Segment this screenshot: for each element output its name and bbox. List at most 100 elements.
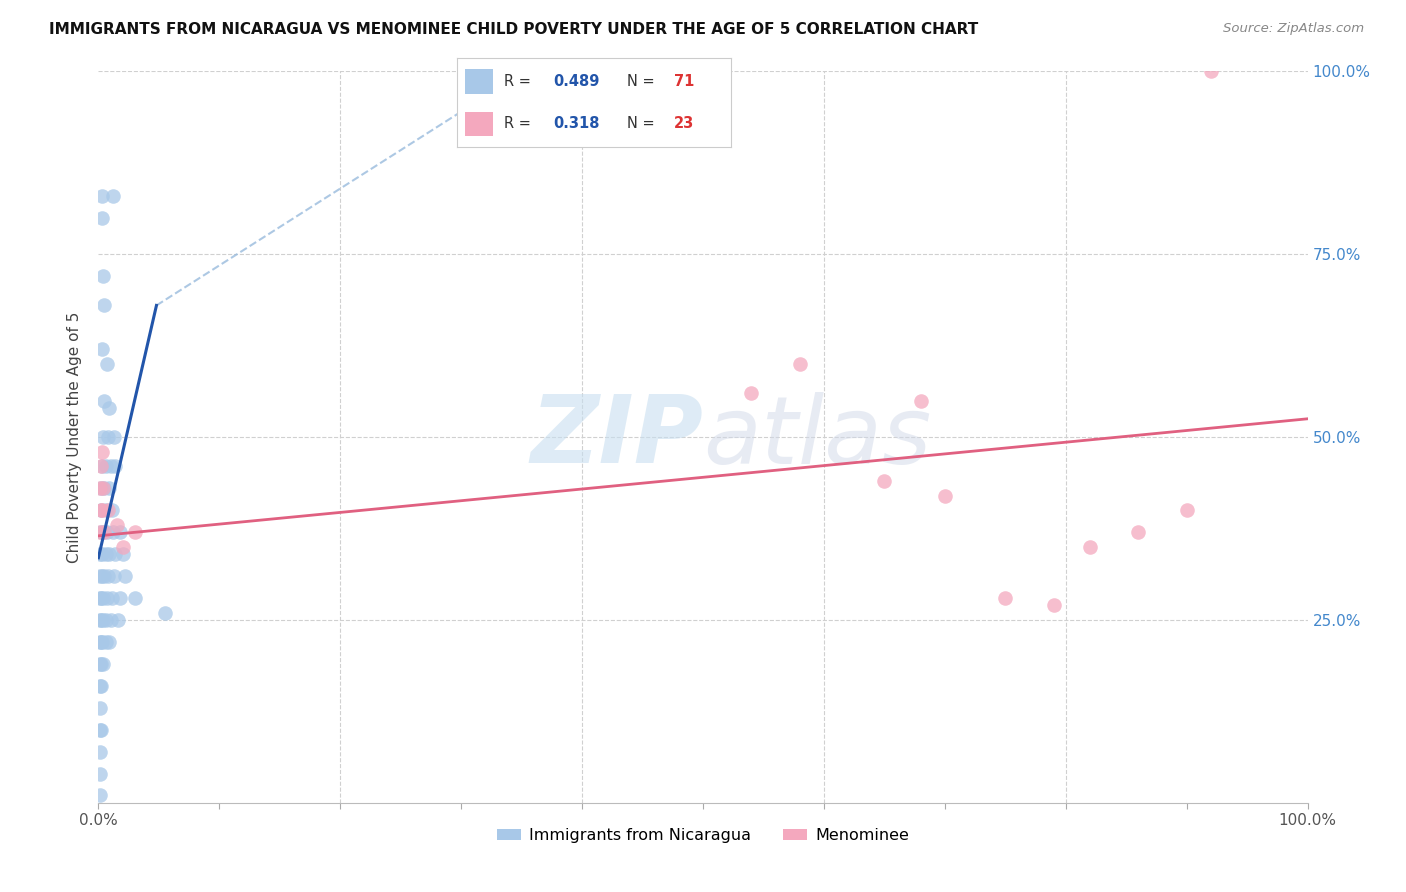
Point [98,547,121,561]
Point [101,188,124,202]
Text: IMMIGRANTS FROM NICARAGUA VS MENOMINEE CHILD POVERTY UNDER THE AGE OF 5 CORRELAT: IMMIGRANTS FROM NICARAGUA VS MENOMINEE C… [49,22,979,37]
Point [934,489,956,503]
Point [90,503,112,517]
Text: R =: R = [503,117,536,131]
Point [91,657,114,671]
Text: R =: R = [503,74,536,88]
Point [98,635,121,649]
Point [1175,503,1198,517]
Point [96,525,118,540]
Point [90,723,112,737]
Point [873,474,896,488]
Point [97,430,120,444]
Point [740,386,762,401]
Point [98,401,121,415]
Point [91,430,114,444]
Point [91,503,114,517]
Point [124,591,146,605]
Point [97,503,120,517]
Point [96,357,118,371]
Text: Source: ZipAtlas.com: Source: ZipAtlas.com [1223,22,1364,36]
Point [89,635,111,649]
Point [90,657,112,671]
Point [100,613,122,627]
Point [90,503,112,517]
Point [89,591,111,605]
Point [90,613,112,627]
Point [89,679,111,693]
Point [89,525,111,540]
Point [89,657,111,671]
Point [91,211,114,225]
Text: atlas: atlas [703,392,931,483]
Point [89,745,111,759]
Point [91,269,114,284]
FancyBboxPatch shape [465,69,492,94]
Text: ZIP: ZIP [530,391,703,483]
Point [94,635,117,649]
Point [90,635,112,649]
Point [91,525,114,540]
Point [91,481,114,495]
Point [108,525,131,540]
Text: N =: N = [627,74,659,88]
Point [91,613,114,627]
Point [91,459,114,474]
Point [91,569,114,583]
Point [91,591,114,605]
Point [114,569,136,583]
Point [94,613,117,627]
Point [153,606,176,620]
Point [96,591,118,605]
Point [1128,525,1150,540]
Text: N =: N = [627,117,659,131]
Point [93,298,115,312]
Point [94,459,117,474]
Point [94,547,117,561]
Text: 0.489: 0.489 [553,74,599,88]
Point [90,525,112,540]
Point [1078,540,1101,554]
Point [93,481,115,495]
Point [100,503,122,517]
Text: 71: 71 [673,74,695,88]
Point [1199,64,1222,78]
Point [89,481,111,495]
Point [108,591,131,605]
Point [90,459,112,474]
Point [93,569,115,583]
Point [91,188,114,202]
Point [111,540,134,554]
Legend: Immigrants from Nicaragua, Menominee: Immigrants from Nicaragua, Menominee [491,822,915,850]
Point [107,613,129,627]
Point [89,700,111,714]
Point [111,547,134,561]
Point [101,525,124,540]
Y-axis label: Child Poverty Under the Age of 5: Child Poverty Under the Age of 5 [67,311,83,563]
Point [105,517,128,532]
Point [91,635,114,649]
Point [89,569,111,583]
Point [93,525,115,540]
Point [90,591,112,605]
Point [100,459,122,474]
Point [98,481,121,495]
Point [89,547,111,561]
Point [1042,599,1064,613]
FancyBboxPatch shape [465,112,492,136]
Point [91,547,114,561]
Point [910,393,932,408]
Point [94,503,117,517]
Point [91,444,114,458]
Text: 23: 23 [673,117,693,131]
Point [100,591,122,605]
Point [97,569,120,583]
Point [89,723,111,737]
Point [103,569,125,583]
Text: 0.318: 0.318 [553,117,599,131]
Point [89,613,111,627]
Point [90,481,112,495]
Point [89,789,111,803]
Point [93,393,115,408]
Point [90,679,112,693]
